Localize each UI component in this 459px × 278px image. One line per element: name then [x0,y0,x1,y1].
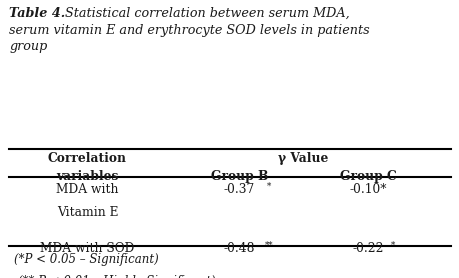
Text: variables: variables [56,170,118,183]
Text: -0.37: -0.37 [223,183,254,197]
Text: *: * [390,240,395,249]
Text: -0.22: -0.22 [352,242,383,255]
Text: Group B: Group B [210,170,267,183]
Text: serum vitamin E and erythrocyte SOD levels in patients: serum vitamin E and erythrocyte SOD leve… [9,24,369,37]
Text: Vitamin E: Vitamin E [56,206,118,219]
Text: **: ** [264,240,273,249]
Text: Group C: Group C [339,170,396,183]
Text: (*P < 0.05 – Significant): (*P < 0.05 – Significant) [14,253,158,266]
Text: Statistical correlation between serum MDA,: Statistical correlation between serum MD… [57,7,349,20]
Text: Correlation: Correlation [48,152,127,165]
Text: (** P < 0.01 – Highly Significant): (** P < 0.01 – Highly Significant) [18,275,216,278]
Text: MDA with: MDA with [56,183,118,197]
Text: *: * [266,182,271,191]
Text: -0.10*: -0.10* [348,183,386,197]
Text: γ Value: γ Value [278,152,328,165]
Text: -0.48: -0.48 [223,242,254,255]
Text: Table 4.: Table 4. [9,7,65,20]
Text: MDA with SOD: MDA with SOD [40,242,134,255]
Text: group: group [9,40,47,53]
